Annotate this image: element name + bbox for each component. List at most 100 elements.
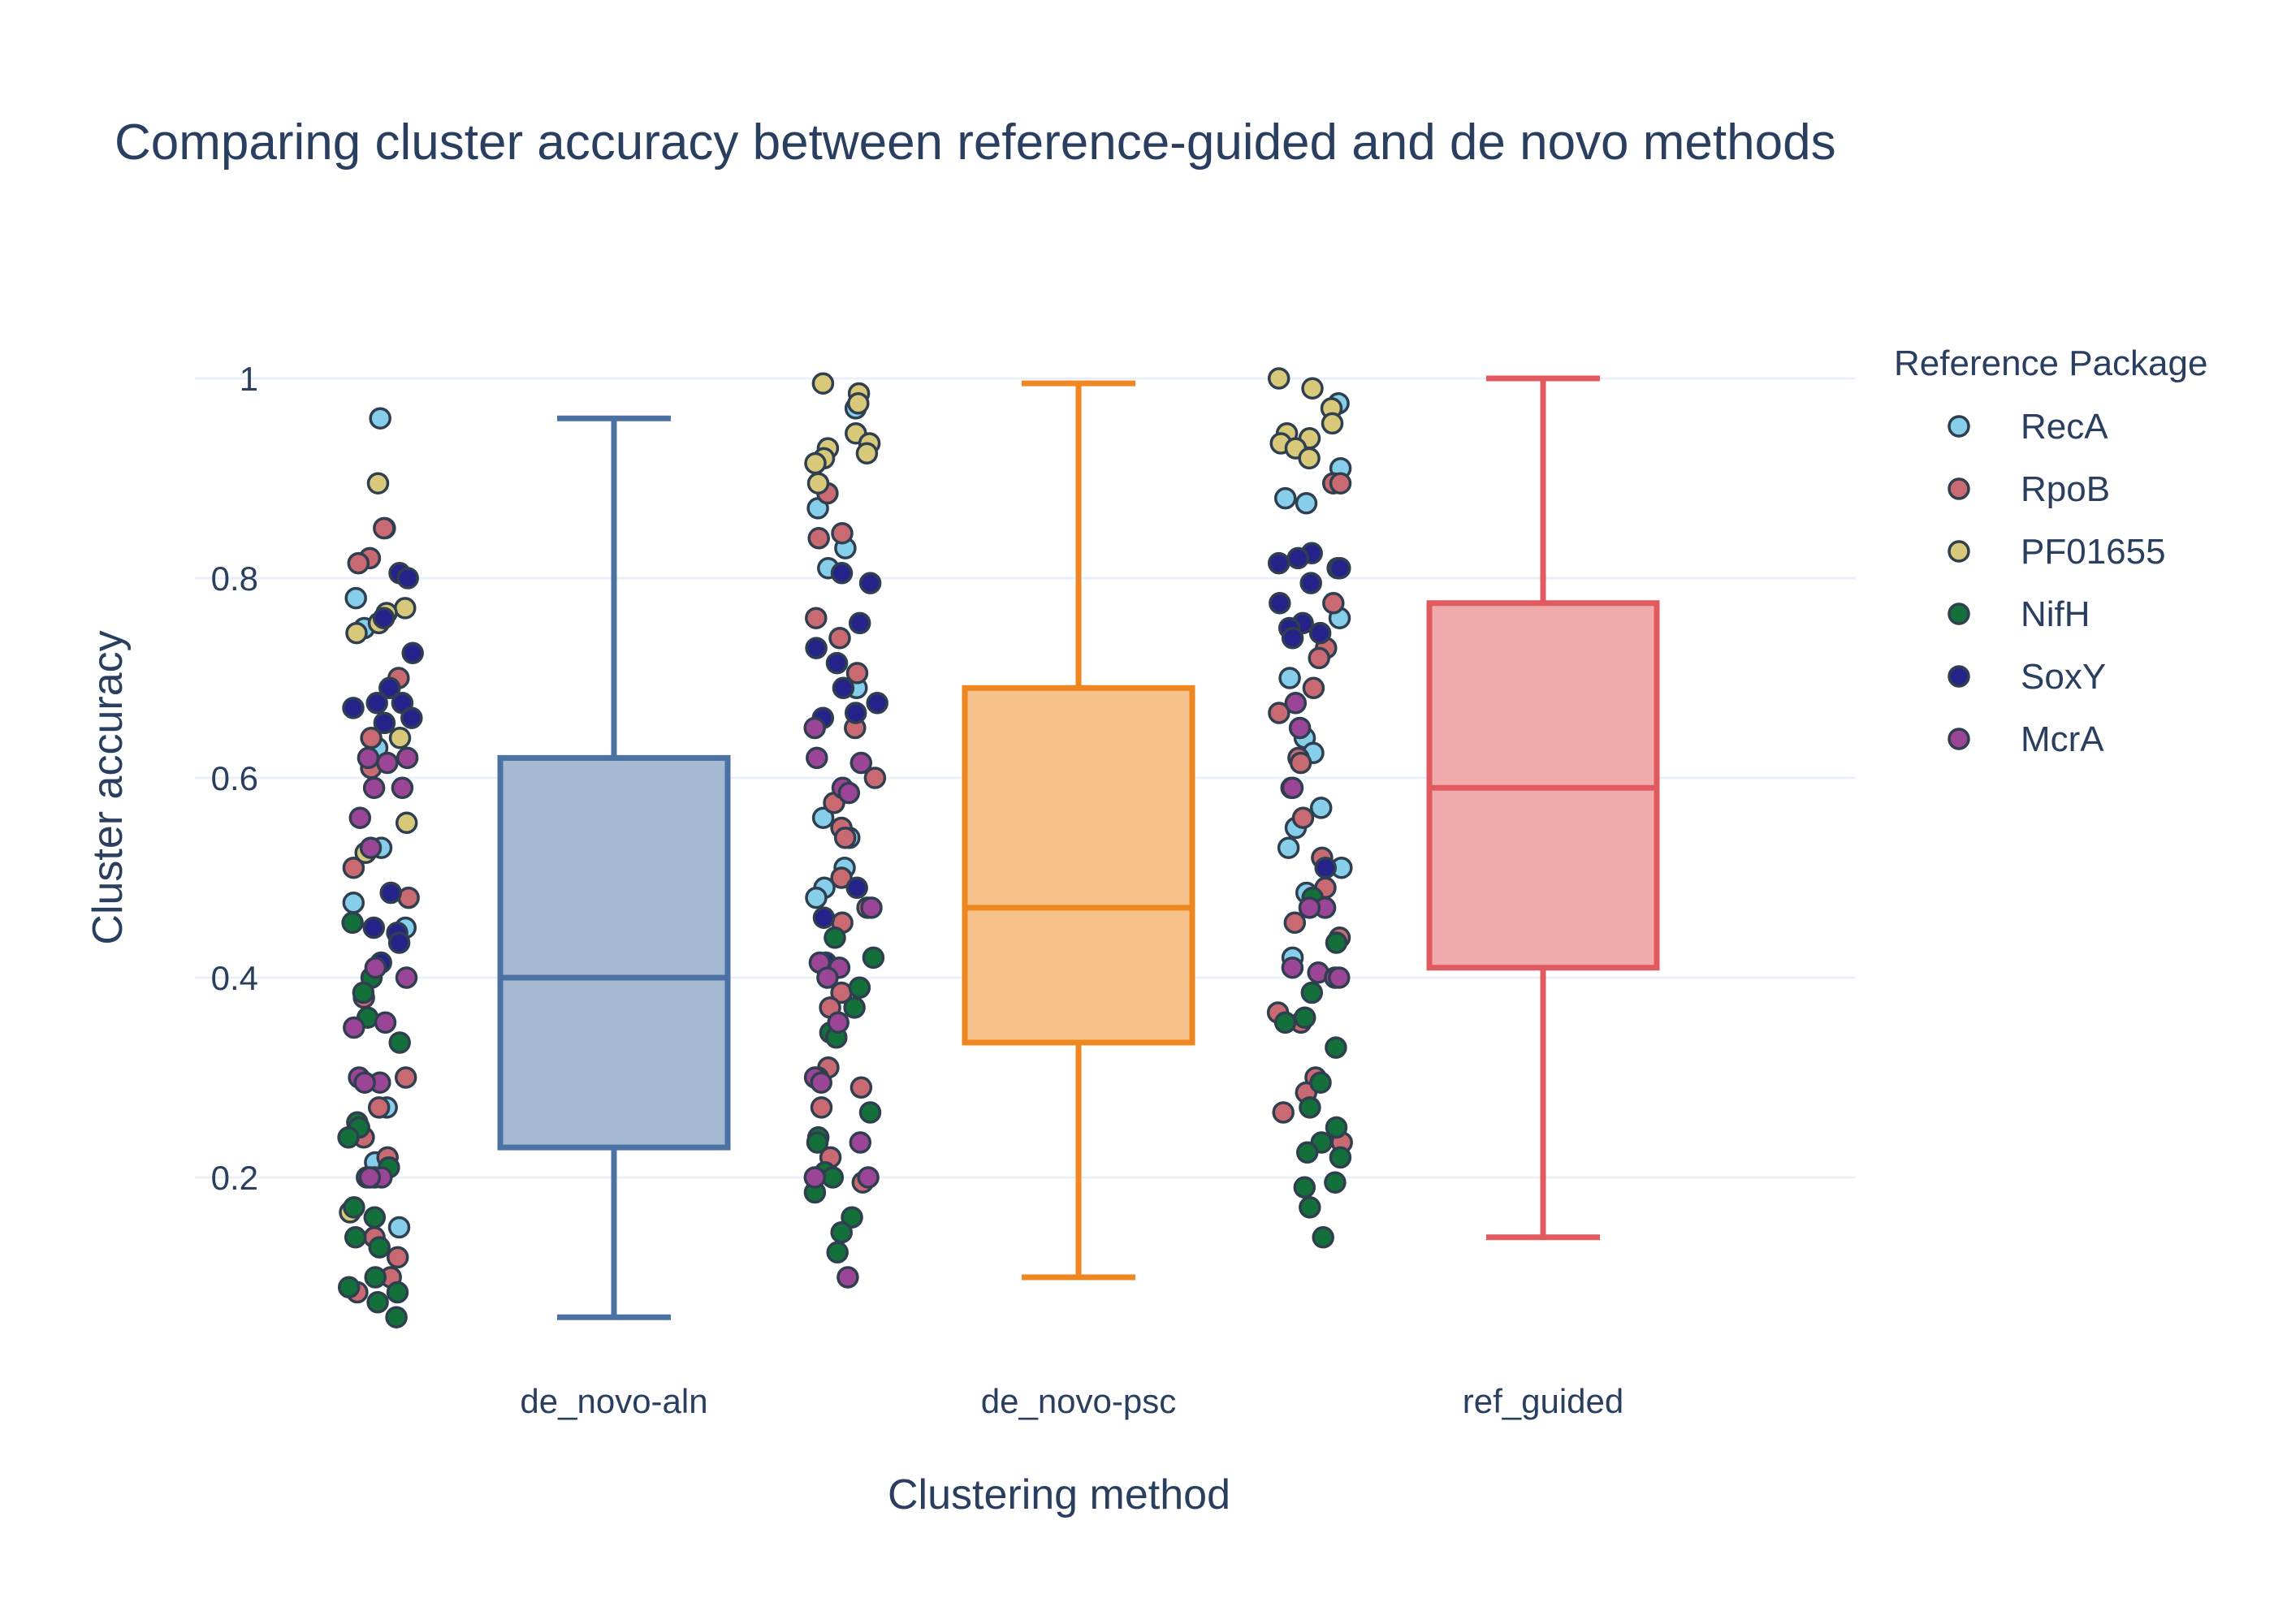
- data-point: [1325, 1036, 1347, 1059]
- data-point: [353, 1071, 376, 1094]
- legend-label: NifH: [2021, 594, 2090, 634]
- legend: Reference Package RecA RpoB PF01655 NifH Sox…: [1894, 343, 2207, 759]
- data-point: [387, 931, 411, 954]
- data-point: [1329, 556, 1351, 580]
- data-point: [345, 621, 368, 645]
- data-point: [831, 521, 854, 545]
- data-point: [824, 926, 846, 949]
- data-point: [1291, 806, 1315, 829]
- x-tick-label: de_novo-psc: [981, 1382, 1177, 1420]
- data-point: [1325, 931, 1348, 954]
- data-point: [366, 1291, 389, 1314]
- data-point: [833, 827, 857, 849]
- data-point: [850, 1076, 873, 1099]
- data-point: [1322, 592, 1345, 615]
- y-axis-ticks: 0.2 0.4 0.6 0.8 1: [211, 360, 258, 1197]
- data-point: [827, 1011, 850, 1034]
- data-point: [810, 1096, 833, 1119]
- legend-item-reca[interactable]: RecA: [1948, 407, 2108, 447]
- data-point: [367, 1096, 391, 1119]
- legend-label: PF01655: [2021, 532, 2166, 572]
- box-de_novo-aln: [497, 415, 731, 1320]
- data-point: [857, 1166, 880, 1189]
- data-point: [341, 911, 364, 935]
- data-point: [1267, 551, 1290, 575]
- data-point: [1268, 702, 1290, 724]
- data-point: [845, 662, 869, 685]
- legend-item-rpob[interactable]: RpoB: [1948, 469, 2110, 509]
- legend-item-soxy[interactable]: SoxY: [1948, 657, 2106, 697]
- data-point: [342, 697, 365, 719]
- data-point: [387, 1216, 411, 1239]
- data-point: [830, 562, 854, 585]
- data-point: [395, 966, 418, 989]
- y-tick-label: 0.4: [211, 959, 258, 997]
- data-point: [848, 976, 871, 1000]
- legend-items: RecA RpoB PF01655 NifH SoxY McrA: [1948, 407, 2166, 759]
- data-point: [388, 727, 412, 749]
- data-point: [803, 1166, 827, 1189]
- data-point: [1293, 1176, 1316, 1199]
- legend-item-pf01655[interactable]: PF01655: [1948, 532, 2166, 572]
- data-point: [368, 1236, 391, 1259]
- data-point: [825, 651, 849, 675]
- data-point: [1329, 1146, 1352, 1169]
- legend-label: McrA: [2021, 719, 2104, 759]
- data-point: [1298, 447, 1321, 470]
- data-point: [1281, 776, 1304, 800]
- data-point: [366, 472, 390, 495]
- data-point: [369, 407, 391, 430]
- legend-label: SoxY: [2021, 657, 2106, 697]
- data-point: [362, 776, 386, 800]
- data-point: [1267, 367, 1290, 390]
- data-point: [342, 856, 365, 879]
- data-point: [342, 892, 365, 914]
- scatter-points: [337, 367, 1353, 1328]
- data-point: [862, 946, 885, 970]
- data-point: [344, 586, 367, 610]
- data-point: [806, 472, 830, 495]
- data-point: [1301, 377, 1324, 400]
- data-point: [400, 706, 423, 729]
- data-point: [1284, 692, 1308, 715]
- x-axis-title: Clustering method: [888, 1471, 1230, 1518]
- data-point: [1308, 621, 1332, 645]
- data-point: [357, 746, 380, 770]
- legend-label: RecA: [2021, 407, 2108, 447]
- data-point: [1273, 1011, 1297, 1034]
- data-point: [1299, 1096, 1321, 1119]
- data-point: [844, 702, 867, 724]
- data-point: [378, 676, 401, 700]
- data-point: [806, 746, 828, 770]
- data-point: [1272, 1101, 1295, 1124]
- y-axis-title: Cluster accuracy: [84, 630, 132, 944]
- data-point: [805, 607, 828, 629]
- data-point: [837, 1266, 859, 1289]
- chart-title: Comparing cluster accuracy between refer…: [115, 114, 1836, 171]
- data-point: [805, 886, 828, 909]
- data-point: [828, 627, 851, 650]
- data-point: [858, 1101, 882, 1124]
- data-point: [866, 692, 888, 715]
- data-point: [810, 1071, 832, 1094]
- x-tick-label: ref_guided: [1463, 1382, 1624, 1420]
- box-iqr: [497, 754, 731, 1151]
- data-point: [347, 551, 370, 575]
- data-point: [386, 1246, 409, 1269]
- data-point: [1328, 966, 1351, 989]
- legend-marker: [1948, 477, 1970, 500]
- data-point: [1302, 676, 1325, 700]
- legend-item-mcra[interactable]: McrA: [1948, 719, 2104, 759]
- data-point: [830, 866, 853, 889]
- legend-item-nifh[interactable]: NifH: [1948, 594, 2090, 634]
- box-iqr: [962, 685, 1195, 1046]
- data-point: [1309, 797, 1333, 819]
- data-point: [860, 896, 883, 919]
- data-point: [1278, 667, 1301, 689]
- data-point: [364, 956, 387, 979]
- data-point: [812, 906, 836, 929]
- data-point: [1295, 492, 1318, 515]
- legend-marker: [1948, 415, 1970, 438]
- data-point: [1295, 1141, 1319, 1164]
- data-point: [364, 1266, 387, 1289]
